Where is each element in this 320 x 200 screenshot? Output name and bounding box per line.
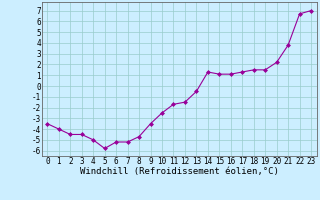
X-axis label: Windchill (Refroidissement éolien,°C): Windchill (Refroidissement éolien,°C)	[80, 167, 279, 176]
